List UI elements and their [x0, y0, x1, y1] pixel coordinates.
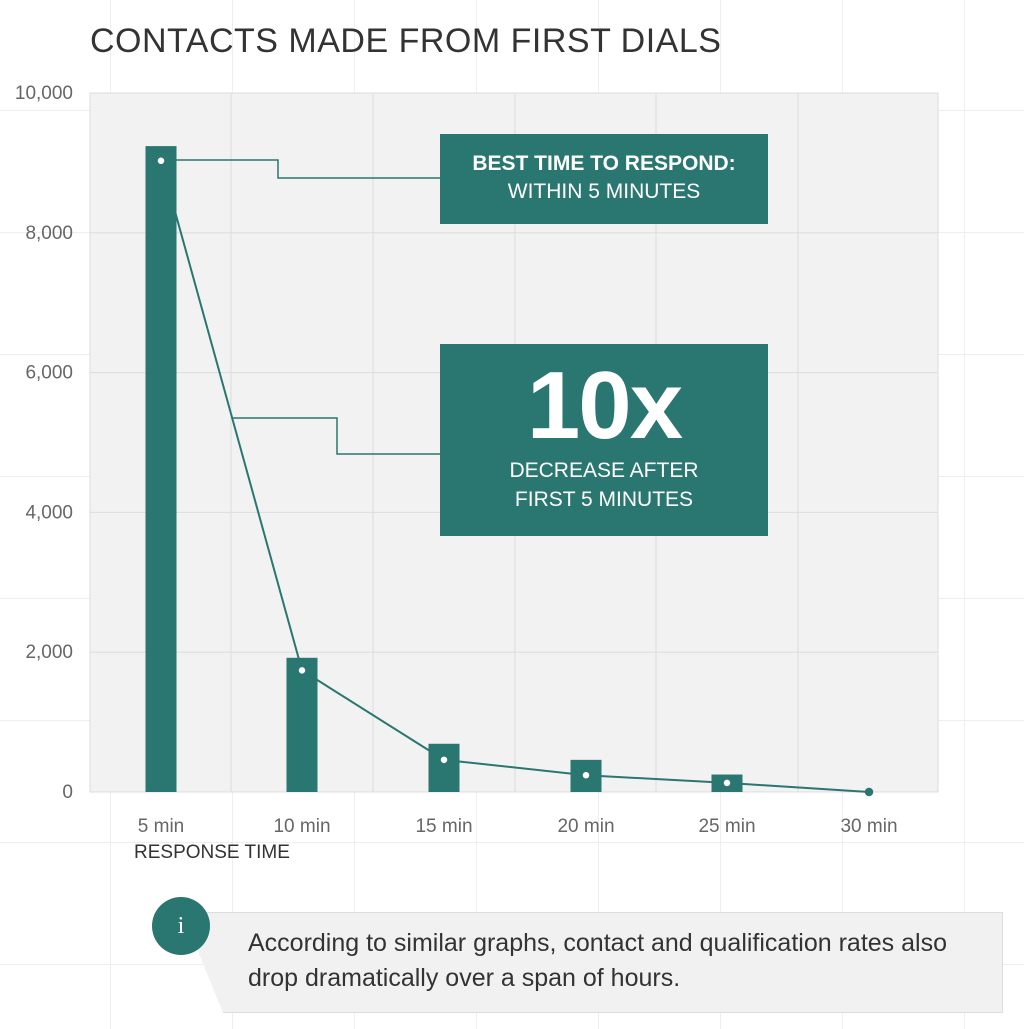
trend-point-30-min: [864, 787, 874, 797]
y-tick-label: 8,000: [25, 223, 73, 244]
trend-point-15-min: [439, 755, 449, 765]
best-time-connector: [161, 159, 440, 179]
trend-line: [160, 160, 870, 793]
decrease-line2: FIRST 5 MINUTES: [514, 488, 694, 511]
x-tick-label: 10 min: [273, 816, 330, 837]
decrease-line1: DECREASE AFTER: [509, 459, 699, 482]
y-tick-label: 4,000: [25, 502, 73, 523]
y-tick-label: 6,000: [25, 363, 73, 384]
x-tick-label: 20 min: [557, 816, 614, 837]
best-time-line1: BEST TIME TO RESPOND:: [472, 152, 736, 175]
decrease-connector: [232, 417, 440, 455]
y-tick-label: 10,000: [15, 83, 73, 104]
note-text: According to similar graphs, contact and…: [248, 929, 947, 992]
x-tick-label: 30 min: [840, 816, 897, 837]
x-tick-label: 25 min: [698, 816, 755, 837]
trend-point-25-min: [722, 778, 732, 788]
x-axis-label: RESPONSE TIME: [134, 842, 290, 863]
trend-point-10-min: [297, 665, 307, 676]
decrease-callout: 10x DECREASE AFTER FIRST 5 MINUTES: [440, 344, 768, 536]
decrease-factor: 10x: [526, 352, 683, 459]
trend-point-20-min: [581, 770, 591, 780]
x-tick-label: 5 min: [138, 816, 184, 837]
trend-point-5-min: [156, 156, 166, 166]
x-tick-label: 15 min: [415, 816, 472, 837]
bar-15-min: [428, 743, 460, 792]
best-time-callout: BEST TIME TO RESPOND: WITHIN 5 MINUTES: [440, 134, 768, 224]
note-box: [182, 912, 1003, 1013]
y-tick-label: 0: [62, 782, 73, 803]
info-icon: i: [152, 897, 210, 955]
bar-10-min: [286, 657, 318, 792]
y-tick-label: 2,000: [25, 642, 73, 663]
chart-title: CONTACTS MADE FROM FIRST DIALS: [90, 22, 722, 60]
best-time-line2: WITHIN 5 MINUTES: [507, 180, 701, 203]
bar-5-min: [145, 146, 177, 792]
